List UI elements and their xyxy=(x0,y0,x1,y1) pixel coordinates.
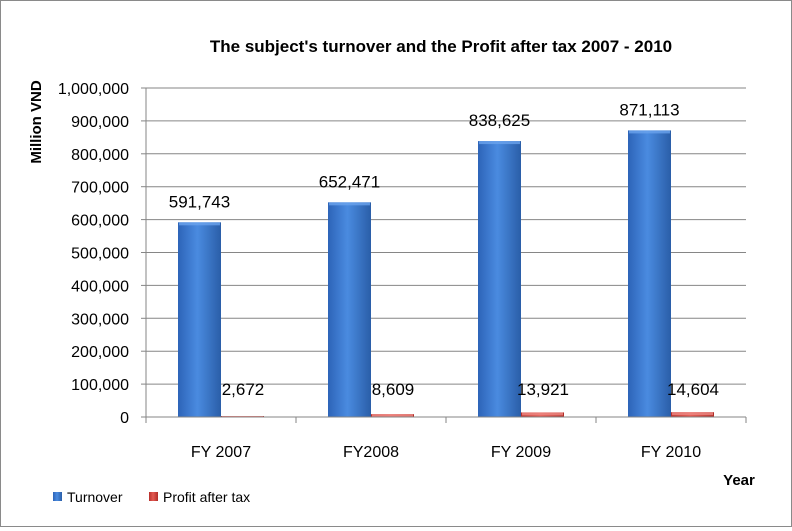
data-label-turnover: 652,471 xyxy=(319,172,380,191)
bar-highlight xyxy=(629,130,670,134)
bar-turnover xyxy=(478,141,521,417)
bar-highlight xyxy=(479,141,520,145)
y-tick-label: 100,000 xyxy=(71,377,129,394)
bar-highlight xyxy=(179,222,220,226)
y-tick-label: 600,000 xyxy=(71,213,129,230)
x-tick-label: FY 2009 xyxy=(491,444,551,461)
data-label-turnover: 838,625 xyxy=(469,111,530,130)
y-tick-label: 200,000 xyxy=(71,344,129,361)
data-label-profit-after-tax: 13,921 xyxy=(517,380,569,399)
legend: Turnover Profit after tax xyxy=(53,489,250,505)
y-tick-label: 300,000 xyxy=(71,311,129,328)
bar-turnover xyxy=(178,222,221,417)
y-tick-label: 0 xyxy=(120,410,129,427)
legend-label-profit: Profit after tax xyxy=(163,489,250,505)
data-label-profit-after-tax: 8,609 xyxy=(372,380,415,399)
data-label-turnover: 591,743 xyxy=(169,192,230,211)
x-axis-ticks: FY 2007 FY2008 FY 2009 FY 2010 xyxy=(145,417,747,461)
bars xyxy=(178,130,714,418)
y-tick-label: 800,000 xyxy=(71,147,129,164)
y-axis-ticks: 0 100,000 200,000 300,000 400,000 500,000 600,… xyxy=(58,81,146,427)
data-labels: 591,743 2,672 652,471 8,609 838,625 13,921 871… xyxy=(169,100,719,399)
data-label-profit-after-tax: 14,604 xyxy=(667,380,719,399)
legend-swatch-profit xyxy=(149,492,158,501)
legend-label-turnover: Turnover xyxy=(67,489,123,505)
bar-turnover xyxy=(628,130,671,418)
bar-highlight xyxy=(672,412,713,416)
y-tick-label: 700,000 xyxy=(71,180,129,197)
x-axis-label: Year xyxy=(723,472,755,489)
bar-highlight xyxy=(522,412,563,416)
y-tick-label: 1,000,000 xyxy=(58,81,129,98)
gridlines xyxy=(146,87,746,385)
x-tick-label: FY2008 xyxy=(343,444,399,461)
bar-highlight xyxy=(329,202,370,206)
data-label-turnover: 871,113 xyxy=(619,100,679,119)
y-axis-label: Million VND xyxy=(28,80,45,163)
bar-turnover xyxy=(328,202,371,417)
legend-swatch-turnover xyxy=(53,492,62,501)
y-tick-label: 900,000 xyxy=(71,114,129,131)
y-tick-label: 400,000 xyxy=(71,278,129,295)
bar-highlight xyxy=(372,414,413,417)
chart-title: The subject's turnover and the Profit af… xyxy=(210,37,672,56)
x-tick-label: FY 2010 xyxy=(641,444,701,461)
y-tick-label: 500,000 xyxy=(71,246,129,263)
data-label-profit-after-tax: 2,672 xyxy=(222,380,265,399)
x-tick-label: FY 2007 xyxy=(191,444,251,461)
